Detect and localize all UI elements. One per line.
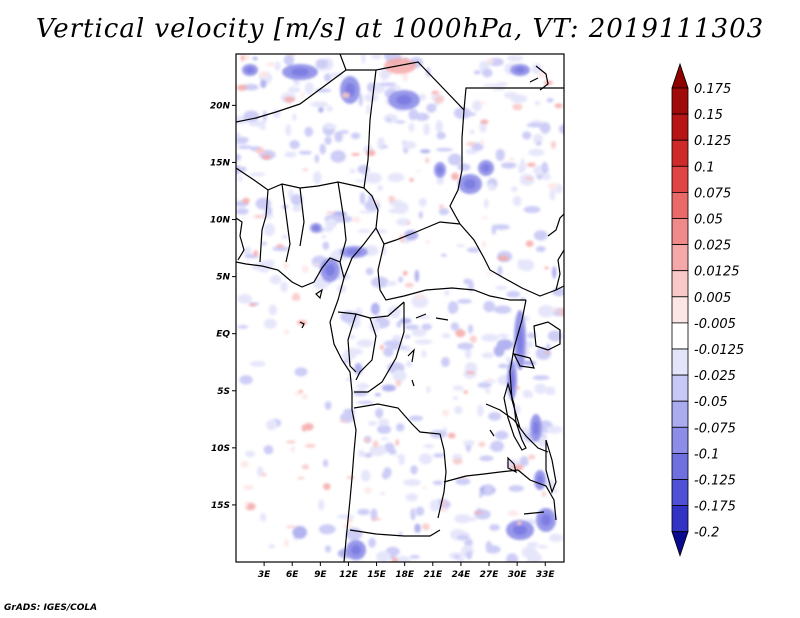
- lat-tick-label: 15N: [210, 158, 231, 168]
- lat-tick-label: 10N: [210, 216, 231, 226]
- lat-tick-label: 20N: [210, 101, 231, 111]
- border-north: [299, 61, 465, 225]
- colorbar-label: 0.1: [694, 160, 715, 175]
- lon-tick-label: 15E: [367, 570, 387, 580]
- lat-tick-label: 10S: [211, 444, 230, 454]
- colorbar-swatch: [671, 218, 689, 246]
- map-title: Vertical velocity [m/s] at 1000hPa, VT: …: [35, 14, 765, 44]
- colorbar-label: -0.175: [694, 500, 736, 515]
- colorbar-swatch: [671, 479, 689, 507]
- coastlines-borders: [236, 54, 564, 562]
- colorbar-swatch: [671, 191, 689, 219]
- lon-tick-label: 27E: [480, 570, 500, 580]
- colorbar-swatch: [671, 426, 689, 454]
- colorbar-swatch: [671, 348, 689, 376]
- colorbar-swatch: [671, 400, 689, 428]
- lat-axis: 20N 15N 10N 5N EQ 5S 10S 15S: [210, 101, 236, 511]
- lon-tick-label: 12E: [339, 570, 359, 580]
- lake-victoria: [533, 321, 561, 351]
- lon-tick-label: 9E: [314, 570, 327, 580]
- plot-frame: [235, 53, 565, 563]
- lat-tick-label: 15S: [211, 501, 230, 511]
- lon-tick-label: 21E: [423, 570, 443, 580]
- colorbar-label: 0.125: [694, 134, 731, 149]
- colorbar-swatch: [671, 452, 689, 480]
- colorbar-label: 0.075: [694, 186, 731, 201]
- colorbar-label: -0.05: [694, 395, 728, 410]
- colorbar-swatch: [671, 296, 689, 324]
- colorbar-top-arrow: [671, 62, 689, 89]
- colorbar-label: -0.075: [694, 421, 736, 436]
- lat-tick-label: 5N: [216, 273, 230, 283]
- colorbar-swatch: [671, 87, 689, 115]
- lat-tick-label: 5S: [217, 387, 230, 397]
- colorbar-label: -0.0125: [694, 343, 744, 358]
- colorbar-swatch: [671, 505, 689, 533]
- lon-tick-label: 6E: [286, 570, 299, 580]
- colorbar-swatch: [671, 113, 689, 141]
- colorbar-label: -0.125: [694, 474, 736, 489]
- colorbar-label: 0.15: [694, 108, 723, 123]
- colorbar-swatch: [671, 374, 689, 402]
- coastline-west: [236, 257, 357, 562]
- colorbar-label: 0.175: [694, 82, 731, 97]
- lake-tanganyika: [503, 381, 527, 451]
- colorbar-label: -0.005: [694, 317, 736, 332]
- colorbar-bottom-arrow: [671, 531, 689, 557]
- colorbar-swatch: [671, 244, 689, 272]
- lat-tick-label: EQ: [216, 330, 230, 340]
- colorbar-label: 0.025: [694, 239, 731, 254]
- colorbar-label: -0.1: [694, 447, 719, 462]
- colorbar-swatch: [671, 322, 689, 350]
- lon-tick-label: 33E: [536, 570, 556, 580]
- colorbar-swatch: [671, 270, 689, 298]
- lon-tick-label: 24E: [452, 570, 472, 580]
- colorbar-label: -0.2: [694, 526, 719, 541]
- colorbar-swatch: [671, 165, 689, 193]
- lon-tick-label: 30E: [508, 570, 528, 580]
- colorbar: 0.175 0.15 0.125 0.1 0.075 0.05 0.025 0.0125 0.0…: [671, 62, 744, 557]
- colorbar-label: 0.05: [694, 213, 723, 228]
- colorbar-label: 0.0125: [694, 265, 740, 280]
- velocity-field: [236, 54, 564, 562]
- grads-credit: GrADS: IGES/COLA: [4, 603, 98, 613]
- colorbar-swatch: [671, 139, 689, 167]
- lon-axis: 3E 6E 9E 12E 15E 18E 21E 24E 27E 30E 33E: [258, 562, 556, 580]
- lake-malawi: [545, 439, 557, 494]
- lon-tick-label: 3E: [258, 570, 271, 580]
- lon-tick-label: 18E: [395, 570, 415, 580]
- colorbar-label: 0.005: [694, 291, 731, 306]
- colorbar-label: -0.025: [694, 369, 736, 384]
